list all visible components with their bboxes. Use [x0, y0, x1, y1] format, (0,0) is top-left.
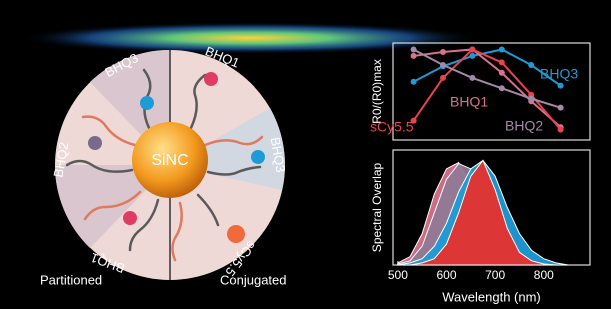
- x-tick-label: 500: [388, 268, 408, 282]
- point: [558, 127, 564, 133]
- point: [528, 96, 534, 102]
- series-label: BHQ3: [540, 66, 578, 82]
- point: [499, 85, 505, 91]
- point: [411, 46, 417, 52]
- point: [411, 53, 417, 59]
- point: [411, 79, 417, 85]
- point: [440, 49, 446, 55]
- x-tick-label: 700: [485, 268, 505, 282]
- figure: SiNC Partitioned Conjugated BHQ3BHQ1BHQ3…: [0, 0, 611, 309]
- x-tick-label: 600: [436, 268, 456, 282]
- core-label: SiNC: [151, 152, 188, 169]
- y-axis-label: R0/(R0)max: [370, 59, 384, 124]
- point: [499, 70, 505, 76]
- series-label: sCy5.5: [370, 119, 414, 135]
- point: [440, 62, 446, 68]
- point: [469, 53, 475, 59]
- point: [440, 75, 446, 81]
- point: [558, 105, 564, 111]
- left-label: Partitioned: [40, 272, 102, 287]
- series-label: BHQ1: [450, 94, 488, 110]
- series-label: BHQ2: [505, 118, 543, 134]
- point: [499, 59, 505, 65]
- x-axis-label: Wavelength (nm): [442, 289, 541, 304]
- point: [469, 75, 475, 81]
- point: [499, 46, 505, 52]
- point: [558, 83, 564, 89]
- point: [469, 46, 475, 52]
- x-tick-label: 800: [534, 268, 554, 282]
- y-axis-label: Spectral Overlap: [370, 162, 384, 252]
- point: [528, 62, 534, 68]
